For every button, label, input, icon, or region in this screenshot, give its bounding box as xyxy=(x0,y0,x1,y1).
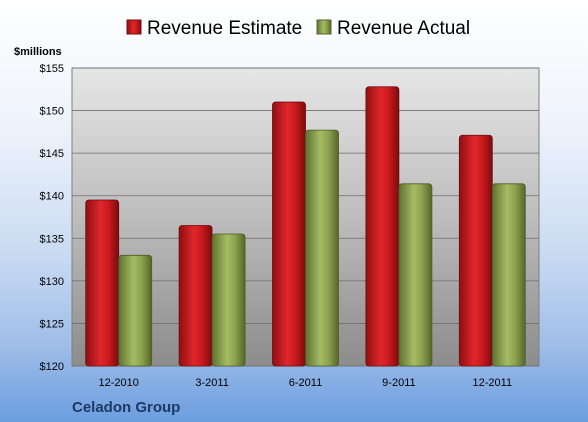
y-tick-label: $140 xyxy=(40,191,64,203)
bar-revenue-actual xyxy=(118,254,153,367)
bar-revenue-actual xyxy=(211,233,246,367)
y-tick-label: $155 xyxy=(40,63,64,75)
legend-label-actual: Revenue Actual xyxy=(337,18,470,39)
legend: Revenue Estimate Revenue Actual xyxy=(126,18,470,39)
bar-revenue-estimate xyxy=(85,199,120,367)
y-tick-label: $125 xyxy=(40,318,64,330)
y-axis-ticks: $120 $125 $130 $135 $140 $145 $150 $155 xyxy=(40,63,64,373)
bar-revenue-estimate xyxy=(365,86,400,367)
bar-revenue-actual xyxy=(305,129,339,367)
x-tick-label: 9-2011 xyxy=(382,377,415,389)
legend-label-estimate: Revenue Estimate xyxy=(147,18,302,39)
legend-swatch-actual xyxy=(316,19,332,35)
x-tick-label: 6-2011 xyxy=(289,377,322,389)
y-tick-label: $145 xyxy=(40,148,64,160)
y-tick-label: $135 xyxy=(40,233,64,245)
y-tick-label: $120 xyxy=(40,361,64,373)
x-tick-label: 12-2011 xyxy=(473,377,513,389)
legend-swatch-estimate xyxy=(126,19,142,35)
bar-revenue-actual xyxy=(398,183,433,367)
bars xyxy=(85,86,526,367)
legend-item-estimate: Revenue Estimate xyxy=(126,18,302,39)
x-axis-ticks: 12-2010 3-2011 6-2011 9-2011 12-2011 xyxy=(99,377,513,389)
y-axis-label: $millions xyxy=(14,46,62,58)
legend-item-actual: Revenue Actual xyxy=(316,18,470,39)
bar-revenue-estimate xyxy=(458,134,493,367)
bar-revenue-actual xyxy=(491,183,526,367)
x-tick-label: 12-2010 xyxy=(99,377,139,389)
y-tick-label: $150 xyxy=(40,106,64,118)
bar-revenue-estimate xyxy=(272,101,306,367)
x-tick-label: 3-2011 xyxy=(195,377,228,389)
y-tick-label: $130 xyxy=(40,276,64,288)
company-name: Celadon Group xyxy=(72,399,180,416)
bar-revenue-estimate xyxy=(178,225,213,367)
